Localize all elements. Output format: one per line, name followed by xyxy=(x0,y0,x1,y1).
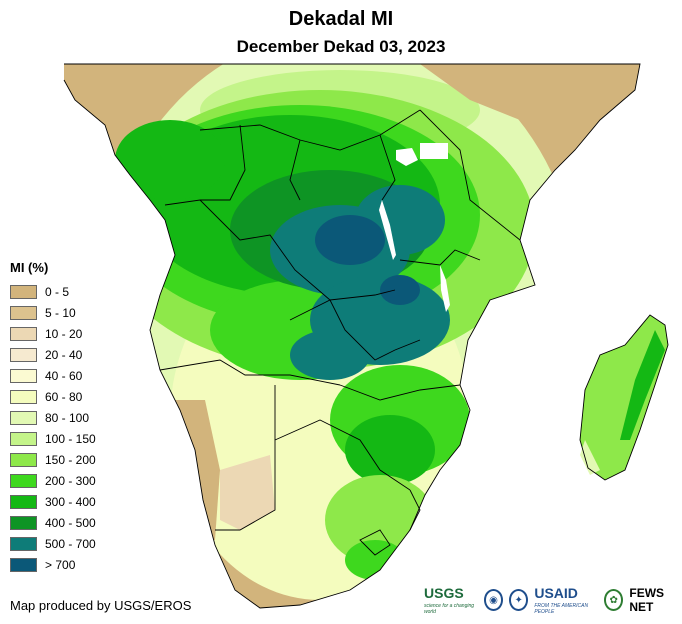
legend-swatch xyxy=(10,494,37,509)
legend-label: 60 - 80 xyxy=(45,389,83,404)
legend-swatch xyxy=(10,284,37,299)
usaid-seal-icon: ✦ xyxy=(509,589,529,611)
madagascar xyxy=(580,315,668,480)
legend-swatch xyxy=(10,389,37,404)
usaid-logo: USAID FROM THE AMERICAN PEOPLE xyxy=(534,585,589,615)
legend-label: 300 - 400 xyxy=(45,494,96,509)
map-title: Dekadal MI xyxy=(288,8,394,30)
usgs-logo: USGS science for a changing world xyxy=(424,585,475,615)
legend-swatch xyxy=(10,305,37,320)
lake-victoria xyxy=(396,148,418,166)
legend-row: > 700 xyxy=(10,554,96,575)
legend-swatch xyxy=(10,515,37,530)
country-borders xyxy=(63,63,669,609)
legend-row: 0 - 5 xyxy=(10,281,96,302)
legend-row: 40 - 60 xyxy=(10,365,96,386)
legend-label: 100 - 150 xyxy=(45,431,96,446)
legend-label: 10 - 20 xyxy=(45,326,83,341)
legend-swatch xyxy=(10,347,37,362)
legend-swatch xyxy=(10,557,37,572)
legend-label: 500 - 700 xyxy=(45,536,96,551)
legend-label: > 700 xyxy=(45,557,76,572)
lake-tanganyika xyxy=(379,200,396,260)
legend-label: 5 - 10 xyxy=(45,305,76,320)
legend-row: 200 - 300 xyxy=(10,470,96,491)
lake-malawi xyxy=(440,265,450,312)
legend-label: 200 - 300 xyxy=(45,473,96,488)
legend-swatch xyxy=(10,368,37,383)
legend-row: 10 - 20 xyxy=(10,323,96,344)
map-subtitle: December Dekad 03, 2023 xyxy=(236,37,446,56)
legend-label: 0 - 5 xyxy=(45,284,70,299)
legend-row: 500 - 700 xyxy=(10,533,96,554)
noaa-seal-icon: ◉ xyxy=(483,589,504,611)
legend-swatch xyxy=(10,326,37,341)
legend-swatch xyxy=(10,431,37,446)
legend-swatch xyxy=(10,452,37,467)
legend-row: 150 - 200 xyxy=(10,449,96,470)
legend-label: 20 - 40 xyxy=(45,347,83,362)
legend-row: 300 - 400 xyxy=(10,491,96,512)
legend: MI (%) 0 - 5 5 - 10 10 - 20 20 - 40 40 - 60 6… xyxy=(10,260,96,575)
legend-swatch xyxy=(10,473,37,488)
fews-net-icon: ✿ xyxy=(604,589,624,611)
legend-label: 400 - 500 xyxy=(45,515,96,530)
legend-row: 5 - 10 xyxy=(10,302,96,323)
legend-label: 80 - 100 xyxy=(45,410,90,425)
legend-row: 20 - 40 xyxy=(10,344,96,365)
legend-swatch xyxy=(10,410,37,425)
legend-label: 150 - 200 xyxy=(45,452,96,467)
legend-row: 100 - 150 xyxy=(10,428,96,449)
logo-strip: USGS science for a changing world ◉ ✦ US… xyxy=(424,585,682,615)
legend-row: 400 - 500 xyxy=(10,512,96,533)
fews-net-logo: FEWS NET xyxy=(629,586,665,614)
legend-label: 40 - 60 xyxy=(45,368,83,383)
credit-text: Map produced by USGS/EROS xyxy=(10,598,192,613)
legend-row: 80 - 100 xyxy=(10,407,96,428)
legend-row: 60 - 80 xyxy=(10,386,96,407)
legend-title: MI (%) xyxy=(10,260,49,275)
legend-swatch xyxy=(10,536,37,551)
mainland-africa xyxy=(64,64,640,608)
